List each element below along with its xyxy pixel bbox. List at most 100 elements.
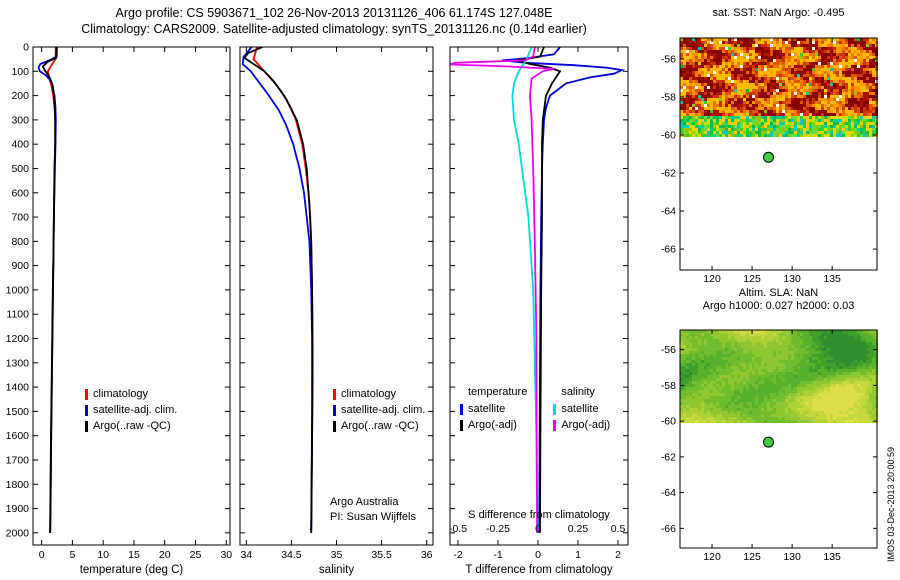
legend-label: satellite	[561, 402, 599, 415]
legend-label: Argo(..raw -QC)	[93, 419, 171, 432]
svg-text:1100: 1100	[6, 309, 29, 321]
temperature-legend: climatology satellite-adj. clim. Argo(..…	[85, 386, 177, 434]
svg-text:1900: 1900	[6, 503, 30, 515]
svg-text:1600: 1600	[6, 430, 30, 442]
svg-text:0: 0	[23, 42, 29, 54]
salinity-profile: 34 34.5 35 35.5 36 salinity	[239, 46, 434, 576]
svg-text:-58: -58	[661, 91, 676, 103]
pi-attribution-line1: Argo Australia	[330, 496, 399, 508]
argo-float-marker	[763, 151, 774, 163]
svg-text:120: 120	[703, 273, 721, 285]
legend-column-header: temperature	[468, 386, 528, 398]
temperature-profile: 0 5 10 15 20 25 300100200300400500600700800900…	[6, 42, 233, 577]
svg-text:200: 200	[11, 90, 29, 102]
svg-text:1300: 1300	[6, 357, 30, 369]
legend-item: Argo(-adj)	[460, 417, 527, 433]
svg-text:1400: 1400	[6, 382, 30, 394]
svg-text:1500: 1500	[6, 406, 30, 418]
sla-map: 120 125 130 135 -56 -58 -60 -62 -64 -66	[661, 329, 878, 563]
legend-item: satellite	[460, 401, 527, 417]
legend-column-header: salinity	[561, 386, 595, 398]
svg-text:5: 5	[69, 549, 75, 561]
svg-text:15: 15	[128, 549, 140, 561]
profile-series	[450, 47, 555, 533]
svg-text:130: 130	[783, 551, 801, 563]
svg-text:900: 900	[11, 260, 29, 272]
svg-text:34.5: 34.5	[281, 549, 302, 561]
pi-attribution: Argo Australia PI: Susan Wijffels	[330, 495, 416, 525]
svg-text:125: 125	[743, 273, 761, 285]
svg-text:-64: -64	[661, 487, 676, 499]
legend-label: Argo(-adj)	[468, 418, 517, 431]
difference-legend-temperature-column: temperature satellite Argo(-adj)	[460, 385, 527, 433]
legend-item: satellite-adj. clim.	[333, 402, 425, 418]
svg-text:-62: -62	[661, 451, 676, 463]
svg-text:35.5: 35.5	[371, 549, 392, 561]
svg-text:-1: -1	[493, 549, 502, 561]
svg-text:120: 120	[703, 551, 721, 563]
x-axis-label: salinity	[319, 564, 354, 576]
svg-text:-60: -60	[661, 129, 676, 141]
legend-label: Argo(-adj)	[561, 418, 611, 431]
svg-text:-2: -2	[453, 549, 462, 561]
svg-text:700: 700	[11, 212, 29, 224]
svg-text:100: 100	[11, 66, 29, 78]
s-axis-tick: -0.5	[448, 523, 468, 535]
figure-header: Argo profile: CS 5903671_102 26-Nov-2013…	[0, 5, 668, 37]
legend-swatch	[85, 404, 88, 416]
s-axis-tick: -0.25	[486, 523, 510, 535]
legend-swatch	[333, 420, 336, 432]
legend-item: Argo(..raw -QC)	[333, 418, 425, 434]
s-axis-tick: 0	[535, 523, 541, 535]
svg-text:34: 34	[240, 549, 252, 561]
s-axis-tick: 0.25	[567, 523, 589, 535]
s-axis-tick: 0.5	[610, 523, 626, 535]
svg-text:25: 25	[190, 549, 202, 561]
svg-text:0: 0	[535, 549, 541, 561]
svg-text:-64: -64	[661, 206, 676, 218]
legend-label: satellite-adj. clim.	[341, 403, 426, 416]
svg-text:20: 20	[159, 549, 171, 561]
figure-title-line1: Argo profile: CS 5903671_102 26-Nov-2013…	[115, 6, 553, 20]
svg-text:400: 400	[11, 139, 29, 151]
profile-series	[511, 47, 539, 533]
salinity-legend: climatology satellite-adj. clim. Argo(..…	[333, 386, 425, 434]
svg-text:600: 600	[11, 187, 29, 199]
sla-map-subtitle: Argo h1000: 0.027 h2000: 0.03	[702, 300, 855, 312]
svg-text:36: 36	[421, 549, 433, 561]
difference-legend: temperature satellite Argo(-adj) salinit…	[460, 385, 610, 433]
svg-text:800: 800	[11, 236, 29, 248]
svg-text:0: 0	[39, 549, 45, 561]
svg-text:1700: 1700	[6, 454, 30, 466]
legend-item: Argo(-adj)	[553, 417, 610, 433]
legend-swatch	[460, 403, 463, 415]
legend-label: satellite	[468, 402, 506, 415]
svg-text:-66: -66	[661, 244, 676, 256]
legend-item: satellite-adj. clim.	[85, 402, 177, 418]
profile-series	[241, 47, 314, 533]
legend-swatch	[553, 419, 557, 431]
s-difference-axis-ticks: -0.5 -0.25 0 0.25 0.5	[448, 523, 628, 536]
svg-text:130: 130	[783, 273, 801, 285]
svg-text:1200: 1200	[6, 333, 30, 345]
svg-text:-56: -56	[661, 53, 676, 65]
legend-label: Argo(..raw -QC)	[341, 419, 419, 432]
legend-item: climatology	[85, 386, 177, 402]
legend-item: Argo(..raw -QC)	[85, 418, 177, 434]
sst-map: 120 125 130 135 -56 -58 -60 -62 -64 -66	[661, 37, 878, 285]
svg-text:30: 30	[220, 549, 232, 561]
svg-text:1800: 1800	[6, 479, 30, 491]
sla-map-title: Altim. SLA: NaN	[738, 287, 819, 299]
legend-swatch	[553, 403, 557, 415]
s-difference-axis-label: S difference from climatology	[468, 509, 610, 521]
imos-timestamp-watermark: IMOS 03-Dec-2013 20:00:59	[886, 446, 896, 562]
argo-float-marker	[763, 436, 774, 448]
svg-text:125: 125	[743, 551, 761, 563]
figure-title-line2: Climatology: CARS2009. Satellite-adjuste…	[81, 22, 587, 36]
sst-map-title: sat. SST: NaN Argo: -0.495	[712, 7, 845, 19]
svg-text:500: 500	[11, 163, 29, 175]
legend-swatch	[333, 404, 336, 416]
difference-legend-salinity-column: salinity satellite Argo(-adj)	[553, 385, 610, 433]
